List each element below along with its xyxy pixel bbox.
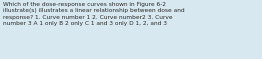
Text: Which of the dose-response curves shown in Figure 6-2
illustrate(s) illustrates : Which of the dose-response curves shown … xyxy=(3,2,184,26)
